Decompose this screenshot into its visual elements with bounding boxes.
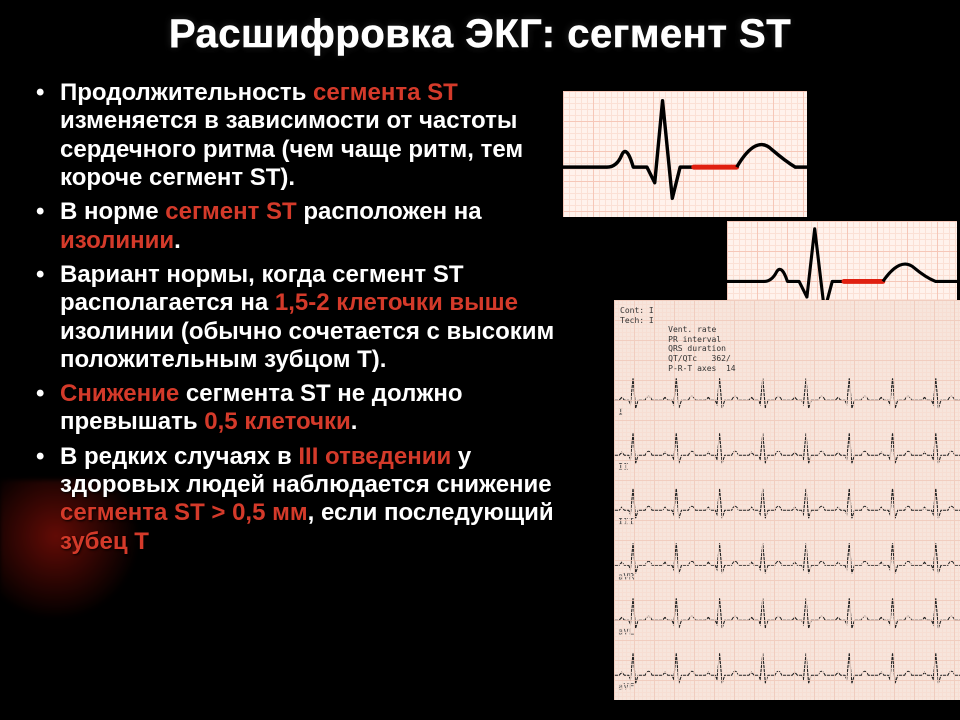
- bullet-item: Снижение сегмента ST не должно превышать…: [30, 380, 585, 437]
- ecg-meta-text: Cont: I Tech: I Vent. rate PR interval Q…: [620, 306, 736, 373]
- slide-title: Расшифровка ЭКГ: сегмент ST: [30, 12, 930, 57]
- bullet-highlight: сегмента ST: [313, 79, 458, 106]
- bullet-text: , если последующий: [308, 499, 554, 526]
- bullet-text: .: [174, 227, 181, 254]
- bullet-text: В норме: [60, 198, 165, 225]
- bullet-highlight: Снижение: [60, 380, 179, 407]
- bullet-text: изолинии (обычно сочетается с высоким по…: [60, 318, 554, 373]
- bullet-highlight: зубец Т: [60, 528, 149, 555]
- bullet-highlight: изолинии: [60, 227, 174, 254]
- bullet-text: расположен на: [297, 198, 482, 225]
- bullet-text: В редких случаях в: [60, 443, 298, 470]
- bullet-text: изменяется в зависимости от частоты серд…: [60, 107, 523, 191]
- bullet-highlight: 1,5-2 клеточки выше: [275, 289, 518, 316]
- bullet-item: Продолжительность сегмента ST изменяется…: [30, 79, 585, 192]
- bullet-item: В норме сегмент ST расположен на изолини…: [30, 198, 585, 255]
- bullet-item: В редких случаях в III отведении у здоро…: [30, 443, 585, 556]
- ecg-trace-icon: [563, 91, 807, 220]
- bullet-list: Продолжительность сегмента ST изменяется…: [30, 79, 585, 556]
- bullet-text: .: [351, 408, 358, 435]
- ecg-closeup-top: [560, 88, 810, 220]
- bullet-text: Продолжительность: [60, 79, 313, 106]
- ecg-12lead-strip: Cont: I Tech: I Vent. rate PR interval Q…: [614, 300, 960, 700]
- bullet-highlight: сегмент ST: [165, 198, 296, 225]
- bullet-highlight: III отведении: [298, 443, 451, 470]
- bullet-item: Вариант нормы, когда сегмент ST располаг…: [30, 261, 585, 374]
- slide: Расшифровка ЭКГ: сегмент ST Продолжитель…: [0, 0, 960, 720]
- bullet-highlight: 0,5 клеточки: [204, 408, 351, 435]
- bullet-highlight: сегмента ST > 0,5 мм: [60, 499, 308, 526]
- text-column: Продолжительность сегмента ST изменяется…: [30, 79, 585, 562]
